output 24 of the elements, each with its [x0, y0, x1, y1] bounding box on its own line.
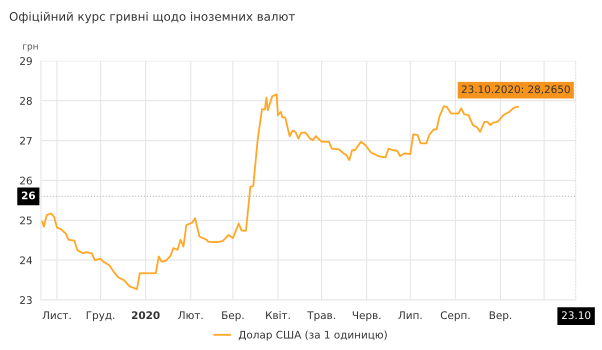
line-series: [41, 93, 519, 290]
legend-label: Долар США (за 1 одиницю): [238, 330, 387, 341]
x-tick-label: Серп.: [440, 311, 470, 322]
x-tick-label: Черв.: [352, 311, 380, 322]
x-tick-label: Квіт.: [266, 311, 290, 319]
y-tick-label: 23: [20, 296, 32, 304]
x-tick-label: Лип.: [398, 311, 422, 319]
x-tick-label: Лют.: [178, 311, 203, 320]
annotation: 23.10.2020: 28,2650: [462, 85, 570, 94]
x-tick-label: Бер.: [222, 311, 244, 322]
y-tick-label: 24: [20, 256, 32, 264]
x-tick-label: Лист.: [42, 311, 71, 320]
y-tick-label: 26: [20, 176, 32, 185]
y-tick-label: 29: [20, 57, 32, 66]
x-tick-label: Трав.: [307, 311, 335, 322]
y-tick-label: 25: [20, 216, 32, 224]
x-tick-label: 2020: [132, 311, 160, 320]
y-tick-label: 27: [20, 136, 32, 145]
x-tick-label: Груд.: [86, 311, 114, 322]
x-tick-label: Вер.: [490, 311, 512, 322]
y-tick-label: 28: [20, 96, 32, 105]
chart-title: Офіційний курс гривні щодо іноземних валют: [10, 12, 295, 24]
x-tick-label: 23.10: [562, 311, 590, 320]
y-axis-title: грн: [23, 44, 38, 52]
